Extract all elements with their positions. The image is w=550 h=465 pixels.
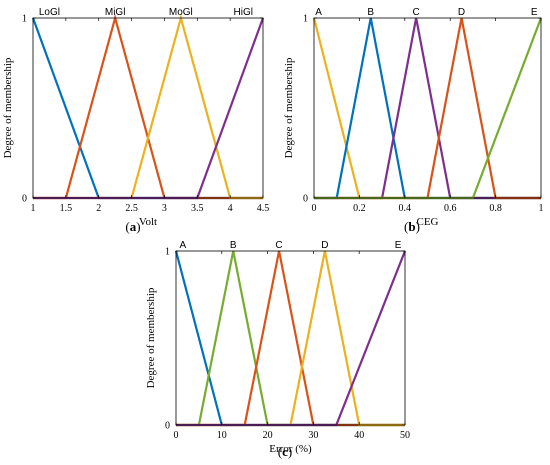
- series-label-a: A: [315, 7, 322, 18]
- x-tick-label: 50: [400, 430, 410, 441]
- series-line-migl: [33, 13, 263, 200]
- series-line-higl: [33, 17, 265, 200]
- y-tick-label: 1: [303, 14, 308, 25]
- series-label-higl: HiGl: [234, 7, 253, 18]
- x-tick-label: 0.2: [353, 203, 366, 214]
- series-label-d: D: [458, 7, 465, 18]
- y-axis-label: Degree of membership: [2, 57, 14, 158]
- axes-frame: [313, 17, 542, 199]
- y-tick-label: 0: [22, 194, 27, 205]
- series-label-c: C: [275, 240, 282, 251]
- series-label-e: E: [395, 240, 402, 251]
- series-label-logl: LoGl: [39, 7, 60, 18]
- x-tick-label: 4: [228, 203, 233, 214]
- panel-label-a: (a): [125, 219, 140, 234]
- x-tick-label: 1.5: [60, 203, 73, 214]
- x-tick-label: 4.5: [257, 203, 270, 214]
- x-tick-label: 30: [308, 430, 318, 441]
- x-tick-label: 10: [217, 430, 227, 441]
- x-tick-label: 2.5: [125, 203, 138, 214]
- panel-label-b: (b): [404, 219, 420, 234]
- series-line-logl: [31, 17, 263, 200]
- x-tick-label: 0.4: [399, 203, 412, 214]
- y-axis-label: Degree of membership: [283, 57, 295, 158]
- x-axis-label: Error (%): [269, 443, 312, 455]
- series-label-a: A: [180, 240, 187, 251]
- series-line-e: [314, 17, 543, 200]
- x-tick-label: 1: [31, 203, 36, 214]
- panel-c-error: 0 10 20 30 40 50 0 1 Error (%) Degree of membersh…: [145, 240, 410, 459]
- series-label-d: D: [321, 240, 328, 251]
- series-label-b: B: [230, 240, 237, 251]
- x-tick-label: 2: [96, 203, 101, 214]
- x-tick-label: 1: [539, 203, 544, 214]
- x-axis-label: Volt: [139, 216, 157, 228]
- y-axis-label: Degree of membership: [145, 287, 157, 388]
- series-label-e: E: [531, 7, 538, 18]
- series-line-mogl: [33, 13, 263, 200]
- y-tick-label: 1: [22, 14, 27, 25]
- panel-label-c: (c): [278, 444, 292, 459]
- panel-b-ceg: 0 0.2 0.4 0.6 0.8 1 0 1 CEG Degree of membership A…: [283, 7, 544, 234]
- y-tick-label: 0: [303, 194, 308, 205]
- y-tick-label: 0: [165, 421, 170, 432]
- y-tick-label: 1: [165, 247, 170, 258]
- x-tick-label: 40: [354, 430, 364, 441]
- x-axis-label: CEG: [417, 216, 439, 228]
- x-tick-label: 0: [174, 430, 179, 441]
- x-tick-label: 0.6: [444, 203, 457, 214]
- series-label-b: B: [367, 7, 374, 18]
- x-tick-label: 3.5: [191, 203, 204, 214]
- series-label-mogl: MoGl: [169, 7, 193, 18]
- axes-frame: [175, 250, 406, 426]
- series-label-c: C: [413, 7, 420, 18]
- x-tick-label: 0: [312, 203, 317, 214]
- x-tick-label: 20: [263, 430, 273, 441]
- x-tick-label: 0.8: [489, 203, 502, 214]
- axes-frame: [32, 17, 264, 199]
- series-line-e: [176, 250, 407, 427]
- series-label-migl: MiGl: [105, 7, 126, 18]
- x-tick-label: 3: [162, 203, 167, 214]
